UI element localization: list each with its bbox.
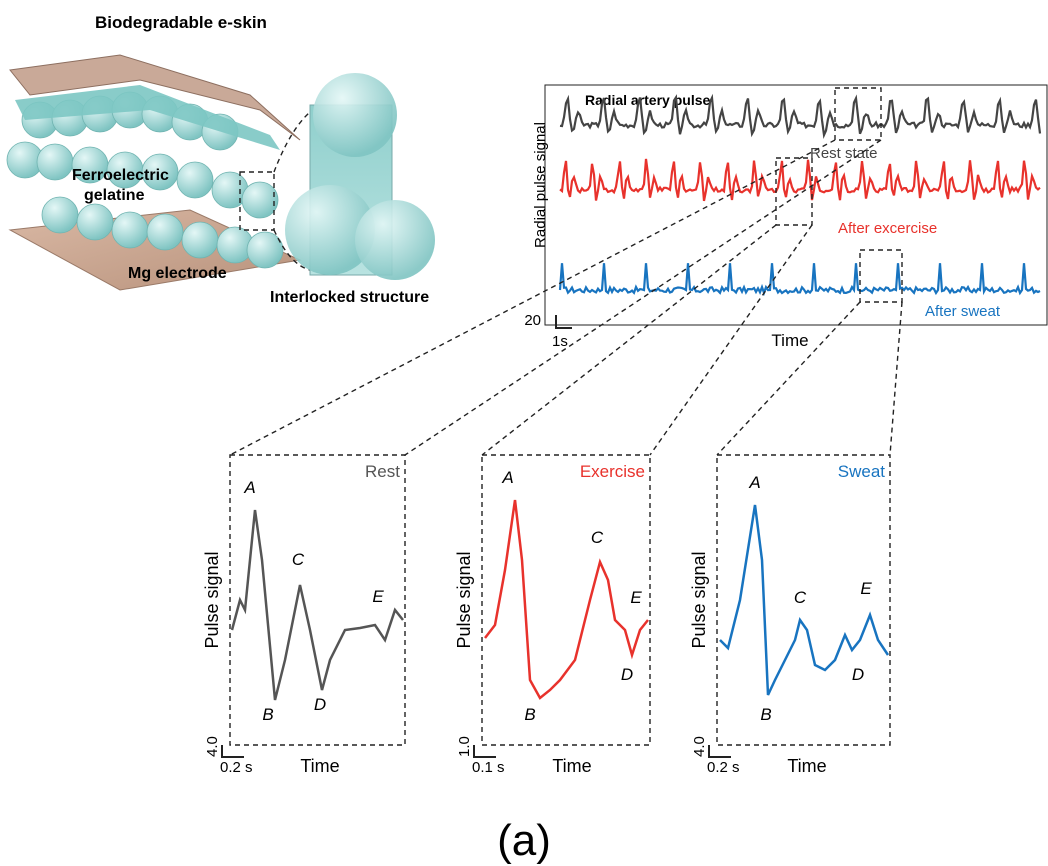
overview-title: Radial artery pulse — [585, 92, 710, 108]
overview-frame — [544, 84, 1048, 326]
y-label: Pulse signal — [202, 551, 222, 648]
panel-title: Rest — [365, 462, 400, 481]
point-label: C — [292, 550, 305, 569]
caption: (a) — [497, 816, 551, 865]
scale-bar — [221, 745, 244, 758]
x-label: Time — [300, 756, 339, 776]
sphere — [36, 143, 74, 181]
zoom-box — [859, 249, 903, 303]
point-label: D — [621, 665, 633, 684]
point-label: E — [860, 579, 872, 598]
point-label: B — [760, 705, 771, 724]
x-label: Time — [787, 756, 826, 776]
sphere — [181, 221, 219, 259]
zoom-box — [239, 171, 275, 231]
zoom-link — [273, 111, 311, 271]
trace-label: After sweat — [925, 303, 1001, 320]
panel-title: Exercise — [580, 462, 645, 481]
sphere — [146, 213, 184, 251]
pulse-trace — [559, 158, 1041, 202]
scale-y: 4.0 — [691, 736, 708, 757]
layer-label: gelatine — [84, 187, 145, 204]
sphere — [41, 196, 79, 234]
point-label: E — [372, 587, 384, 606]
panel-frame — [481, 454, 651, 746]
sphere — [141, 153, 179, 191]
scale-x: 0.1 s — [472, 759, 505, 776]
panel-frame — [229, 454, 406, 746]
trace-label: Rest state — [810, 145, 878, 162]
illustration: Biodegradable e-skin Ferroelectric gelat… — [6, 13, 435, 306]
scale-bar — [473, 745, 496, 758]
scale-y: 4.0 — [204, 736, 221, 757]
y-label: Pulse signal — [454, 551, 474, 648]
x-label: Time — [771, 331, 808, 350]
sphere — [246, 231, 284, 269]
sphere — [76, 203, 114, 241]
scale-x: 1s — [552, 333, 568, 350]
point-label: D — [314, 695, 326, 714]
point-label: A — [748, 473, 760, 492]
scale-x: 0.2 s — [707, 759, 740, 776]
point-label: E — [630, 588, 642, 607]
point-label: B — [262, 705, 273, 724]
panel-frame — [716, 454, 891, 746]
y-label: Radial pulse signal — [532, 122, 549, 248]
sphere — [176, 161, 214, 199]
layer-label: Ferroelectric — [72, 167, 169, 184]
overview: Radial artery pulse Radial pulse signal … — [524, 84, 1048, 350]
trace-label: After excercise — [838, 220, 937, 237]
scale-bar — [708, 745, 731, 758]
panel-title: Sweat — [838, 462, 886, 481]
scale-x: 0.2 s — [220, 759, 253, 776]
point-label: B — [524, 705, 535, 724]
illustration-title: Biodegradable e-skin — [95, 13, 267, 32]
scale-y: 1.0 — [456, 736, 473, 757]
point-label: A — [501, 468, 513, 487]
pulse-trace — [230, 509, 404, 701]
inset-label: Interlocked structure — [270, 289, 429, 306]
point-label: A — [243, 478, 255, 497]
sphere — [241, 181, 279, 219]
pulse-trace — [719, 504, 890, 696]
scale-bar — [555, 315, 572, 329]
point-label: C — [794, 588, 807, 607]
zoom-box — [775, 157, 813, 226]
x-label: Time — [552, 756, 591, 776]
point-label: C — [591, 528, 604, 547]
electrode-label: Mg electrode — [128, 265, 227, 282]
pulse-trace — [559, 93, 1042, 139]
sphere — [111, 211, 149, 249]
zoom-box — [834, 87, 882, 141]
scale-y: 20 — [524, 312, 541, 329]
y-label: Pulse signal — [689, 551, 709, 648]
pulse-trace — [484, 499, 649, 700]
pulse-trace — [558, 263, 1041, 297]
point-label: D — [852, 665, 864, 684]
